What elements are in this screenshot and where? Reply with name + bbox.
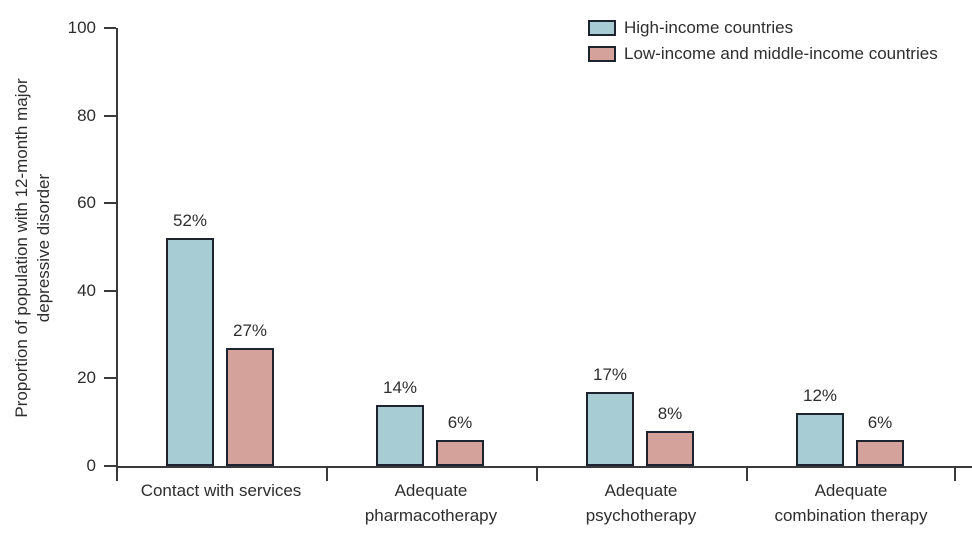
legend-swatch <box>588 45 616 62</box>
y-axis-tick <box>104 114 116 117</box>
y-axis-tick <box>104 202 116 205</box>
y-axis-line <box>116 28 118 468</box>
bar-value-label: 12% <box>802 386 838 405</box>
bar-low-middle-income <box>226 348 274 466</box>
y-axis-tick-label: 60 <box>77 193 96 213</box>
x-axis-line <box>116 466 972 468</box>
bar-high-income <box>586 392 634 466</box>
y-axis-tick-label: 20 <box>77 368 96 388</box>
bar-value-label: 14% <box>382 378 418 397</box>
category-label: Adequate combination therapy <box>774 481 928 525</box>
legend-item: High-income countries <box>588 17 938 38</box>
x-axis-tick <box>536 468 538 481</box>
legend-label: Low-income and middle-income countries <box>624 44 938 63</box>
legend: High-income countries Low-income and midd… <box>588 17 938 69</box>
bar-high-income <box>796 413 844 466</box>
legend-label: High-income countries <box>624 18 794 37</box>
category-label: Contact with services <box>140 481 302 500</box>
bar-low-middle-income <box>436 440 484 466</box>
y-axis-tick-label: 100 <box>67 18 96 37</box>
plot-area: 0 20 40 60 80 100 52% 27% Contact with services 1… <box>68 18 972 525</box>
bar-value-label: 17% <box>592 365 628 384</box>
y-axis-tick <box>104 289 116 292</box>
x-axis-tick <box>116 468 118 481</box>
legend-item: Low-income and middle-income countries <box>588 43 938 64</box>
y-axis-tick-label: 0 <box>86 456 96 475</box>
y-axis-tick <box>104 377 116 380</box>
y-axis-tick-label: 80 <box>77 105 96 125</box>
bar-value-label: 52% <box>172 211 208 230</box>
y-axis-tick-label: 40 <box>77 280 96 300</box>
category-label: Adequate pharmacotherapy <box>364 481 498 525</box>
y-axis-tick <box>104 27 116 29</box>
bar-value-label: 6% <box>867 413 893 432</box>
bar-value-label: 6% <box>447 413 473 432</box>
bar-value-label: 8% <box>657 404 683 423</box>
bar-low-middle-income <box>646 431 694 466</box>
y-axis-tick <box>104 465 116 467</box>
bar-high-income <box>376 405 424 466</box>
bar-high-income <box>166 238 214 466</box>
y-axis-label: Proportion of population with 12-month m… <box>12 78 53 418</box>
legend-swatch <box>588 19 616 36</box>
x-axis-tick <box>326 468 328 481</box>
bar-low-middle-income <box>856 440 904 466</box>
x-axis-tick <box>746 468 748 481</box>
category-label: Adequate psychotherapy <box>585 481 697 525</box>
bar-value-label: 27% <box>232 321 268 340</box>
x-axis-tick <box>954 468 956 481</box>
